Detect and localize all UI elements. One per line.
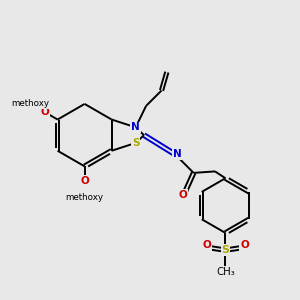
Text: S: S: [221, 245, 230, 255]
Text: O: O: [240, 240, 249, 250]
Text: O: O: [80, 176, 89, 186]
Text: methoxy: methoxy: [66, 193, 104, 202]
Text: N: N: [173, 149, 182, 160]
Text: O: O: [178, 190, 187, 200]
Text: CH₃: CH₃: [216, 267, 235, 277]
Text: O: O: [40, 107, 49, 117]
Text: methoxy: methoxy: [12, 99, 50, 108]
Text: O: O: [202, 240, 211, 250]
Text: N: N: [131, 122, 140, 132]
Text: S: S: [132, 138, 140, 148]
